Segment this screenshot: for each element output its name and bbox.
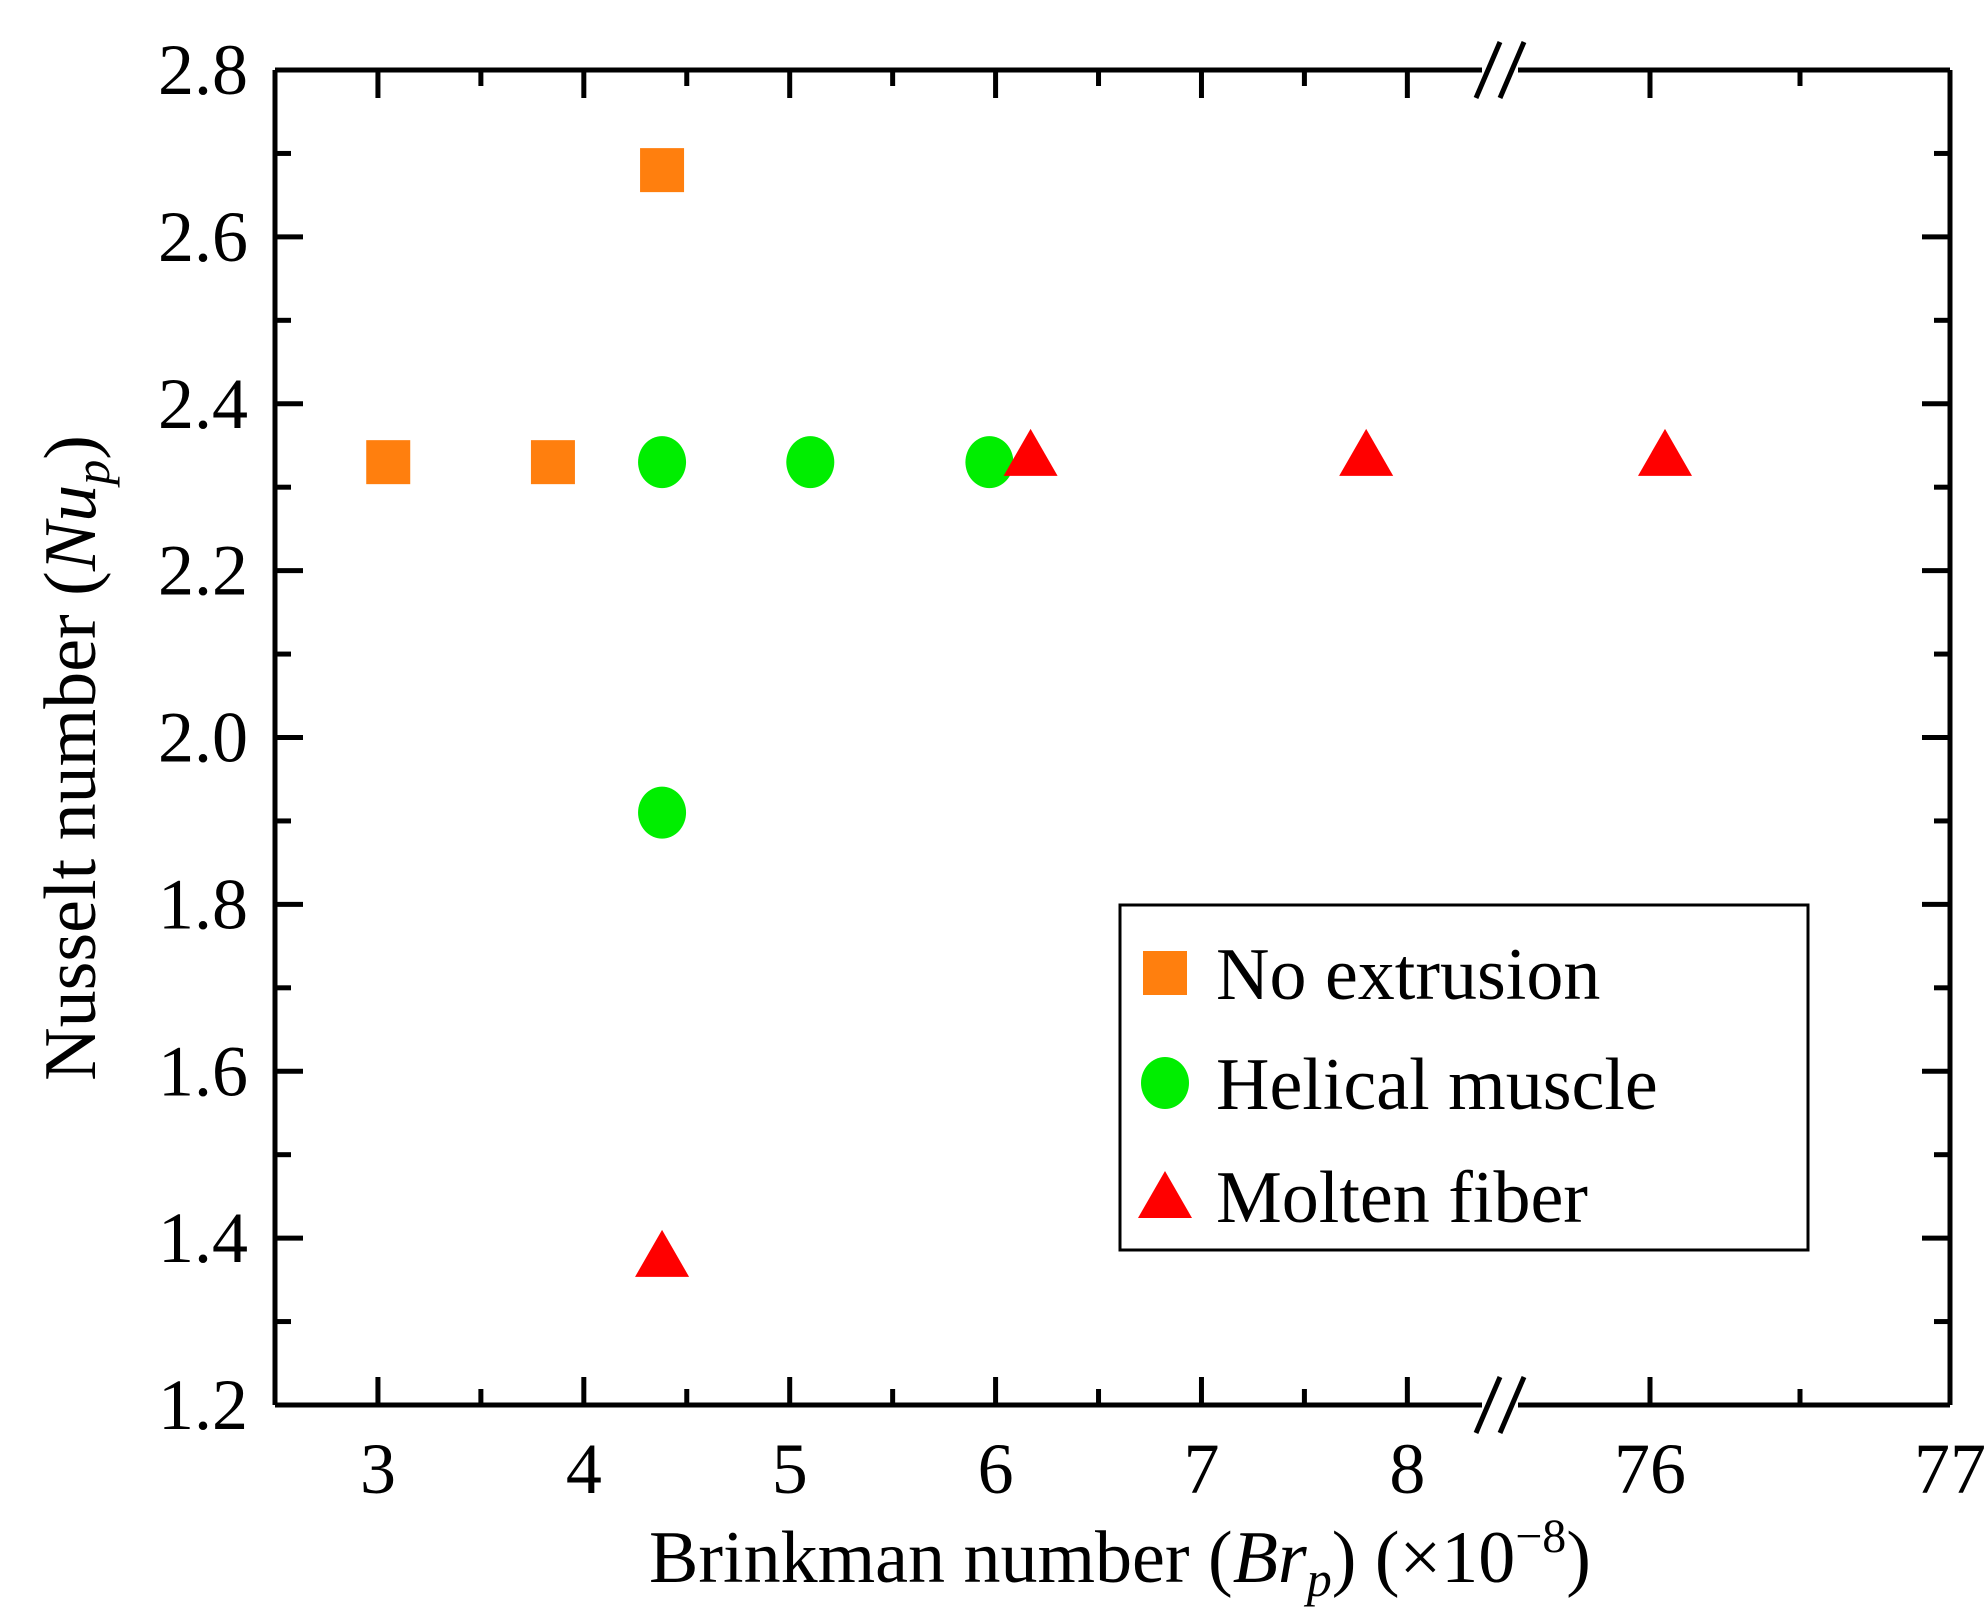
x-tick-label: 8 [1389,1429,1425,1509]
x-tick-label: 76 [1614,1429,1686,1509]
helical-muscle-point [786,436,835,489]
legend-no-extrusion-marker [1143,951,1187,995]
molten-fiber-point [1638,428,1692,476]
y-tick-label: 1.6 [158,1031,248,1111]
legend-box [1118,903,1810,1252]
legend-molten-fiber-label: Molten fiber [1216,1157,1588,1239]
x-tick-label: 4 [566,1429,602,1509]
y-tick-label: 1.8 [158,864,248,944]
no-extrusion-point [640,148,685,193]
legend: No extrusion Helical muscle Molten fiber [1118,903,1810,1252]
plot-frame [272,41,1953,1434]
x-axis-ticks: 3 4 5 6 7 8 76 77 [360,70,1986,1509]
y-tick-label: 1.2 [158,1365,248,1445]
molten-fiber-point [635,1229,690,1277]
y-tick-label: 2.2 [158,531,248,611]
y-tick-label: 2.6 [158,197,248,277]
x-tick-label: 3 [360,1429,396,1509]
legend-molten-fiber-marker [1138,1171,1192,1218]
x-axis-title: Brinkman number (Brp) (×10−8) [649,1510,1591,1607]
y-axis-title: Nusselt number (Nup) [30,435,120,1081]
axis-break-mark [1497,1376,1527,1434]
y-tick-label: 2.8 [158,30,248,110]
x-tick-label: 77 [1914,1429,1986,1509]
helical-muscle-point [638,436,687,489]
helical-muscle-point [965,436,1014,489]
y-tick-label: 2.0 [158,698,248,778]
molten-fiber-point [1339,428,1394,476]
y-tick-label: 2.4 [158,364,248,444]
molten-fiber-point [1003,428,1058,476]
legend-no-extrusion-label: No extrusion [1216,934,1600,1016]
axis-break-mark [1473,1376,1503,1434]
legend-helical-muscle-label: Helical muscle [1216,1044,1658,1126]
no-extrusion-point [366,440,411,485]
data-points [366,148,1692,1277]
x-tick-label: 5 [772,1429,808,1509]
axis-break-mark [1497,41,1527,99]
y-tick-label: 1.4 [158,1198,248,1278]
legend-helical-muscle-marker [1141,1057,1189,1109]
no-extrusion-point [530,440,575,485]
helical-muscle-point [638,786,687,839]
y-axis-ticks: 1.2 1.4 1.6 1.8 2.0 2.2 2.4 2.6 2.8 [158,30,1950,1445]
x-tick-label: 6 [978,1429,1014,1509]
axis-break-mark [1473,41,1503,99]
x-tick-label: 7 [1183,1429,1219,1509]
